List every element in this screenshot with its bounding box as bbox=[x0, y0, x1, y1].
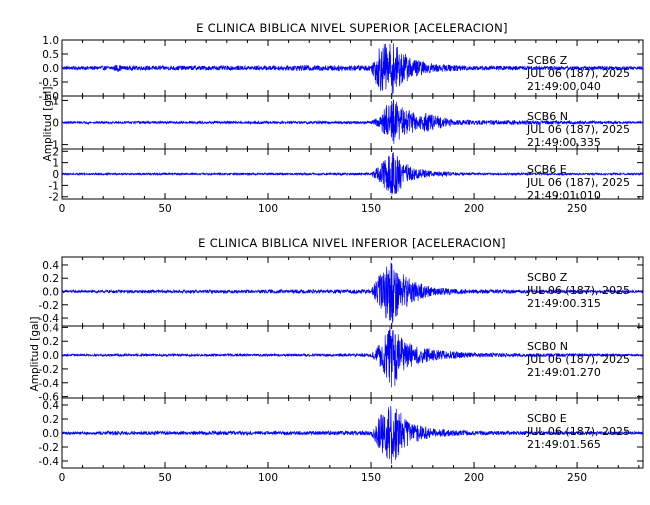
date-label-SCB0-N: JUL 06 (187), 2025 bbox=[526, 353, 630, 366]
x-tick-label-1-0: 0 bbox=[59, 472, 66, 484]
y-tick-label-1-1-0: 0.4 bbox=[42, 322, 59, 334]
time-label-SCB0-E: 21:49:01.565 bbox=[527, 438, 601, 451]
y-tick-label-1-2-2: 0.0 bbox=[42, 428, 59, 440]
waveform-SCB0-E bbox=[61, 406, 644, 464]
y-tick-label-0-0-2: 0.0 bbox=[42, 63, 59, 75]
y-tick-label-1-0-3: -0.2 bbox=[39, 300, 60, 312]
date-label-SCB0-Z: JUL 06 (187), 2025 bbox=[526, 284, 630, 297]
station-label-SCB0-E: SCB0 E bbox=[527, 412, 567, 425]
y-tick-label-0-0-3: -0.5 bbox=[39, 77, 60, 89]
time-label-SCB0-Z: 21:49:00.315 bbox=[527, 297, 601, 310]
x-tick-label-0-3: 150 bbox=[361, 203, 381, 215]
date-label-SCB6-N: JUL 06 (187), 2025 bbox=[526, 123, 630, 136]
y-tick-label-0-0-4: -1.0 bbox=[39, 91, 60, 103]
y-tick-label-0-2-1: 1 bbox=[52, 158, 59, 170]
waveform-SCB6-N bbox=[61, 99, 644, 144]
y-tick-label-0-2-2: 0 bbox=[52, 169, 59, 181]
x-tick-label-1-4: 200 bbox=[464, 472, 484, 484]
station-label-SCB6-Z: SCB6 Z bbox=[527, 54, 568, 67]
y-tick-label-0-1-0: 1 bbox=[52, 95, 59, 107]
station-label-SCB0-N: SCB0 N bbox=[527, 340, 568, 353]
station-label-SCB6-N: SCB6 N bbox=[527, 110, 568, 123]
x-tick-label-0-5: 250 bbox=[567, 203, 587, 215]
y-tick-label-0-1-2: -1 bbox=[49, 140, 59, 152]
y-tick-label-1-2-1: 0.2 bbox=[42, 414, 59, 426]
y-tick-label-0-2-3: -1 bbox=[49, 180, 59, 192]
x-tick-label-0-2: 100 bbox=[258, 203, 278, 215]
time-label-SCB0-N: 21:49:01.270 bbox=[527, 366, 601, 379]
x-tick-label-1-1: 50 bbox=[158, 472, 171, 484]
station-label-SCB0-Z: SCB0 Z bbox=[527, 271, 568, 284]
y-tick-label-1-0-0: 0.4 bbox=[42, 260, 59, 272]
y-tick-label-1-2-0: 0.4 bbox=[42, 400, 59, 412]
waveform-SCB0-Z bbox=[61, 262, 644, 324]
date-label-SCB6-Z: JUL 06 (187), 2025 bbox=[526, 67, 630, 80]
chart-title-lower: E CLINICA BIBLICA NIVEL INFERIOR [ACELER… bbox=[198, 236, 506, 250]
y-tick-label-1-0-4: -0.4 bbox=[39, 313, 60, 325]
x-tick-label-1-2: 100 bbox=[258, 472, 278, 484]
x-tick-label-0-4: 200 bbox=[464, 203, 484, 215]
y-tick-label-1-2-3: -0.2 bbox=[39, 442, 60, 454]
y-tick-label-1-0-2: 0.0 bbox=[42, 287, 59, 299]
time-label-SCB6-Z: 21:49:00.040 bbox=[527, 80, 601, 93]
y-tick-label-1-0-1: 0.2 bbox=[42, 273, 59, 285]
x-tick-label-1-5: 250 bbox=[567, 472, 587, 484]
y-tick-label-1-2-4: -0.4 bbox=[39, 456, 60, 468]
y-tick-label-1-1-4: -0.4 bbox=[39, 378, 60, 390]
y-axis-label-upper: Amplitud [gal] bbox=[42, 87, 54, 162]
y-tick-label-0-0-0: 1.0 bbox=[42, 35, 59, 47]
y-tick-label-0-1-1: 0 bbox=[52, 118, 59, 130]
y-tick-label-1-1-1: 0.2 bbox=[42, 336, 59, 348]
date-label-SCB6-E: JUL 06 (187), 2025 bbox=[526, 176, 630, 189]
y-axis-label-lower: Amplitud [gal] bbox=[29, 317, 41, 392]
time-label-SCB6-E: 21:49:01.010 bbox=[527, 189, 601, 202]
y-tick-label-1-1-2: 0.0 bbox=[42, 350, 59, 362]
chart-title-upper: E CLINICA BIBLICA NIVEL SUPERIOR [ACELER… bbox=[196, 21, 508, 35]
waveform-SCB0-N bbox=[61, 325, 644, 388]
time-label-SCB6-N: 21:49:00.335 bbox=[527, 136, 601, 149]
y-tick-label-1-1-5: -0.6 bbox=[39, 392, 60, 404]
station-label-SCB6-E: SCB6 E bbox=[527, 163, 567, 176]
date-label-SCB0-E: JUL 06 (187), 2025 bbox=[526, 425, 630, 438]
y-tick-label-0-0-1: 0.5 bbox=[42, 49, 59, 61]
x-tick-label-1-3: 150 bbox=[361, 472, 381, 484]
waveform-SCB6-Z bbox=[61, 43, 644, 95]
y-tick-label-1-1-3: -0.2 bbox=[39, 364, 60, 376]
x-tick-label-0-1: 50 bbox=[158, 203, 171, 215]
waveform-SCB6-E bbox=[61, 152, 644, 195]
y-tick-label-0-2-0: 2 bbox=[52, 146, 59, 158]
x-tick-label-0-0: 0 bbox=[59, 203, 66, 215]
y-tick-label-0-2-4: -2 bbox=[49, 192, 59, 204]
